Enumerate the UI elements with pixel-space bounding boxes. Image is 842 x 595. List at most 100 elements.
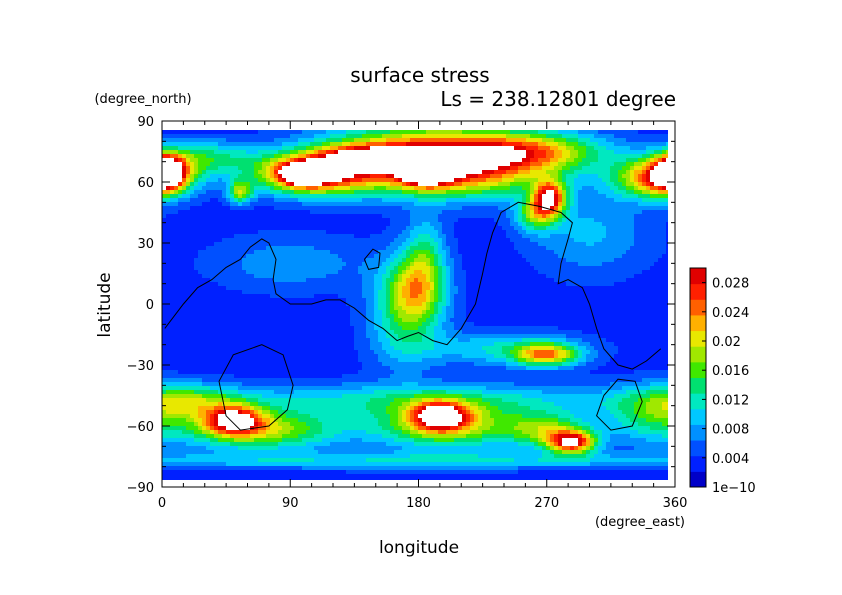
heatmap-cell bbox=[322, 246, 326, 250]
heatmap-cell bbox=[294, 138, 298, 142]
heatmap-cell bbox=[342, 254, 346, 258]
heatmap-cell bbox=[622, 166, 626, 170]
heatmap-cell bbox=[238, 174, 242, 178]
heatmap-cell bbox=[522, 274, 526, 278]
heatmap-cell bbox=[446, 214, 450, 218]
heatmap-cell bbox=[510, 142, 514, 146]
heatmap-cell bbox=[382, 166, 386, 170]
heatmap-cell bbox=[370, 270, 374, 274]
heatmap-cell bbox=[514, 166, 518, 170]
heatmap-cell bbox=[458, 202, 462, 206]
heatmap-cell bbox=[322, 158, 326, 162]
heatmap-cell bbox=[478, 206, 482, 210]
heatmap-cell bbox=[238, 178, 242, 182]
heatmap-cell bbox=[202, 254, 206, 258]
heatmap-cell bbox=[414, 178, 418, 182]
heatmap-cell bbox=[318, 218, 322, 222]
heatmap-cell bbox=[414, 226, 418, 230]
heatmap-cell bbox=[566, 198, 570, 202]
heatmap-cell bbox=[514, 194, 518, 198]
heatmap-cell bbox=[590, 254, 594, 258]
heatmap-cell bbox=[330, 242, 334, 246]
heatmap-cell bbox=[522, 158, 526, 162]
heatmap-cell bbox=[482, 186, 486, 190]
heatmap-cell bbox=[406, 178, 410, 182]
heatmap-cell bbox=[322, 162, 326, 166]
heatmap-cell bbox=[478, 218, 482, 222]
heatmap-cell bbox=[186, 198, 190, 202]
heatmap-cell bbox=[386, 202, 390, 206]
heatmap-cell bbox=[390, 162, 394, 166]
heatmap-cell bbox=[530, 262, 534, 266]
heatmap-cell bbox=[246, 206, 250, 210]
heatmap-cell bbox=[610, 202, 614, 206]
heatmap-cell bbox=[206, 174, 210, 178]
heatmap-cell bbox=[302, 254, 306, 258]
heatmap-cell bbox=[234, 234, 238, 238]
heatmap-cell bbox=[542, 186, 546, 190]
heatmap-cell bbox=[422, 266, 426, 270]
heatmap-cell bbox=[582, 182, 586, 186]
heatmap-cell bbox=[422, 274, 426, 278]
heatmap-cell bbox=[430, 222, 434, 226]
heatmap-cell bbox=[382, 282, 386, 286]
heatmap-cell bbox=[474, 238, 478, 242]
heatmap-cell bbox=[638, 194, 642, 198]
heatmap-cell bbox=[570, 258, 574, 262]
heatmap-cell bbox=[590, 274, 594, 278]
heatmap-cell bbox=[534, 282, 538, 286]
heatmap-cell bbox=[522, 226, 526, 230]
heatmap-cell bbox=[258, 190, 262, 194]
heatmap-cell bbox=[506, 134, 510, 138]
heatmap-cell bbox=[306, 130, 310, 134]
heatmap-cell bbox=[274, 142, 278, 146]
heatmap-cell bbox=[434, 202, 438, 206]
heatmap-cell bbox=[658, 154, 662, 158]
heatmap-cell bbox=[186, 274, 190, 278]
heatmap-cell bbox=[586, 254, 590, 258]
heatmap-cell bbox=[646, 242, 650, 246]
heatmap-cell bbox=[270, 222, 274, 226]
heatmap-cell bbox=[494, 178, 498, 182]
heatmap-cell bbox=[458, 190, 462, 194]
heatmap-cell bbox=[658, 274, 662, 278]
heatmap-cell bbox=[214, 214, 218, 218]
heatmap-cell bbox=[410, 218, 414, 222]
heatmap-cell bbox=[630, 158, 634, 162]
heatmap-cell bbox=[234, 186, 238, 190]
heatmap-cell bbox=[650, 154, 654, 158]
heatmap-cell bbox=[314, 158, 318, 162]
heatmap-cell bbox=[166, 222, 170, 226]
heatmap-cell bbox=[614, 150, 618, 154]
heatmap-cell bbox=[618, 206, 622, 210]
heatmap-cell bbox=[450, 258, 454, 262]
heatmap-cell bbox=[354, 278, 358, 282]
heatmap-cell bbox=[250, 190, 254, 194]
heatmap-cell bbox=[366, 278, 370, 282]
heatmap-cell bbox=[622, 258, 626, 262]
heatmap-cell bbox=[218, 166, 222, 170]
heatmap-cell bbox=[294, 210, 298, 214]
heatmap-cell bbox=[654, 214, 658, 218]
heatmap-cell bbox=[426, 158, 430, 162]
heatmap-cell bbox=[518, 198, 522, 202]
heatmap-cell bbox=[450, 238, 454, 242]
heatmap-cell bbox=[606, 242, 610, 246]
heatmap-cell bbox=[602, 282, 606, 286]
heatmap-cell bbox=[350, 178, 354, 182]
heatmap-cell bbox=[374, 238, 378, 242]
heatmap-cell bbox=[434, 154, 438, 158]
heatmap-cell bbox=[438, 194, 442, 198]
heatmap-cell bbox=[350, 206, 354, 210]
heatmap-cell bbox=[586, 218, 590, 222]
heatmap-cell bbox=[474, 182, 478, 186]
heatmap-cell bbox=[250, 222, 254, 226]
heatmap-cell bbox=[294, 158, 298, 162]
heatmap-cell bbox=[234, 222, 238, 226]
heatmap-cell bbox=[662, 190, 666, 194]
heatmap-cell bbox=[378, 162, 382, 166]
heatmap-cell bbox=[442, 266, 446, 270]
heatmap-cell bbox=[638, 138, 642, 142]
heatmap-cell bbox=[182, 218, 186, 222]
heatmap-cell bbox=[418, 178, 422, 182]
